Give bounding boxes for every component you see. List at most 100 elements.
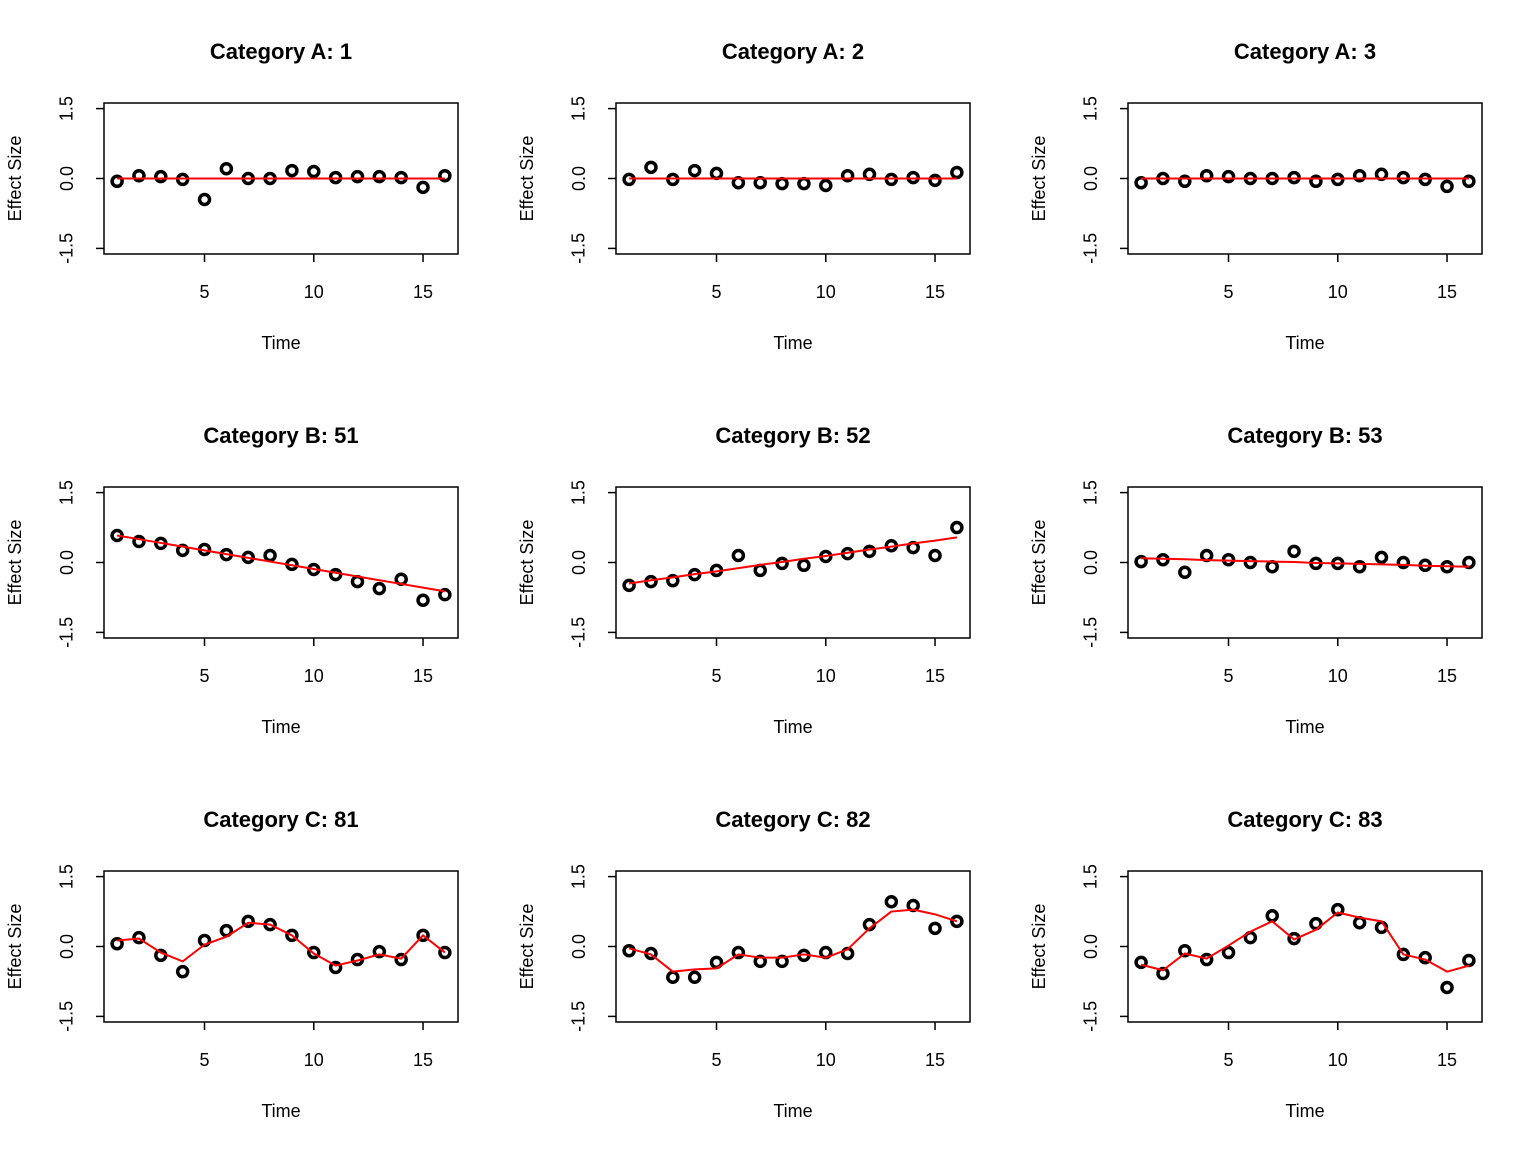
data-point	[416, 180, 430, 195]
y-axis-label: Effect Size	[517, 904, 537, 990]
x-tick-label: 15	[413, 282, 433, 302]
data-point	[350, 169, 365, 184]
x-tick-label: 15	[413, 666, 433, 686]
x-tick-label: 5	[200, 282, 210, 302]
data-point	[687, 163, 702, 178]
x-axis-label: Time	[1285, 717, 1324, 737]
x-axis-label: Time	[261, 333, 300, 353]
plot-frame	[615, 870, 971, 1023]
x-tick-label: 10	[304, 282, 324, 302]
plot-frame	[1127, 486, 1483, 639]
y-tick-label: -1.5	[1081, 1001, 1101, 1032]
y-tick-label: 1.5	[569, 480, 589, 505]
y-tick-label: 1.5	[569, 864, 589, 889]
data-point	[819, 178, 833, 193]
y-tick-label: 0.0	[569, 934, 589, 959]
data-point	[731, 548, 746, 563]
x-tick-label: 5	[712, 282, 722, 302]
x-axis-label: Time	[1285, 1101, 1324, 1121]
panel: Category C: 82 Time Effect Size 5 10 15 -1.5 0.…	[517, 807, 971, 1121]
fit-line	[628, 536, 958, 585]
y-tick-label: 0.0	[57, 550, 77, 575]
data-point	[307, 164, 321, 179]
panel-title: Category A: 1	[210, 39, 352, 64]
plot-frame	[1127, 870, 1483, 1023]
data-point	[132, 930, 146, 945]
y-tick-label: 1.5	[1081, 96, 1101, 121]
fit-line	[1141, 557, 1469, 568]
data-point	[307, 945, 321, 960]
panel: Category B: 53 Time Effect Size 5 10 15 -1.5 0.…	[1029, 423, 1483, 737]
data-point	[110, 936, 124, 951]
data-point	[263, 548, 277, 563]
x-tick-label: 10	[816, 1050, 836, 1070]
y-tick-label: -1.5	[1081, 617, 1101, 648]
panel-title: Category B: 53	[1227, 423, 1382, 448]
data-point	[644, 160, 658, 175]
y-tick-label: 1.5	[1081, 864, 1101, 889]
panel-title: Category B: 51	[203, 423, 358, 448]
x-tick-label: 5	[1224, 1050, 1234, 1070]
fit-line	[117, 921, 446, 967]
x-axis-label: Time	[773, 333, 812, 353]
y-tick-label: 0.0	[1081, 550, 1101, 575]
y-tick-label: -1.5	[57, 1001, 77, 1032]
panel: Category B: 52 Time Effect Size 5 10 15 -1.5 0.…	[517, 423, 971, 737]
fit-line	[116, 534, 446, 593]
data-point	[110, 174, 124, 189]
data-point	[1440, 980, 1454, 995]
data-point	[1396, 947, 1411, 962]
data-point	[1134, 955, 1148, 970]
data-point	[372, 944, 387, 959]
data-point	[416, 928, 430, 943]
x-tick-label: 15	[925, 666, 945, 686]
y-tick-label: 0.0	[57, 934, 77, 959]
y-tick-label: -1.5	[569, 617, 589, 648]
plot-frame	[103, 102, 459, 255]
data-point	[1287, 544, 1301, 559]
data-point	[1199, 952, 1214, 967]
data-point	[666, 970, 680, 985]
x-tick-label: 10	[1328, 666, 1348, 686]
data-point	[285, 928, 299, 943]
data-point	[1287, 931, 1301, 946]
data-point	[350, 574, 365, 589]
x-tick-label: 15	[1437, 282, 1457, 302]
data-point	[622, 578, 636, 593]
y-axis-label: Effect Size	[5, 520, 25, 606]
data-point	[1440, 179, 1454, 194]
data-point	[132, 168, 146, 183]
data-point	[394, 952, 408, 967]
y-tick-label: 0.0	[569, 166, 589, 191]
plot-frame	[103, 870, 459, 1023]
x-tick-label: 10	[816, 282, 836, 302]
data-point	[731, 945, 746, 960]
data-point	[1265, 559, 1279, 574]
x-axis-label: Time	[261, 1101, 300, 1121]
y-tick-label: 1.5	[1081, 480, 1101, 505]
panel: Category A: 3 Time Effect Size 5 10 15 -1.5 0.0…	[1029, 39, 1483, 353]
y-tick-label: 0.0	[1081, 934, 1101, 959]
panel-title: Category B: 52	[715, 423, 870, 448]
data-point	[219, 161, 234, 176]
x-tick-label: 5	[712, 666, 722, 686]
data-point	[1374, 550, 1389, 565]
y-tick-label: 0.0	[569, 550, 589, 575]
x-axis-label: Time	[773, 1101, 812, 1121]
y-tick-label: 1.5	[569, 96, 589, 121]
x-axis-label: Time	[1285, 333, 1324, 353]
panel: Category A: 1 Time Effect Size 5 10 15 -1.5 0.0…	[5, 39, 459, 353]
data-point	[1221, 169, 1236, 184]
y-axis-label: Effect Size	[1029, 136, 1049, 222]
panel: Category A: 2 Time Effect Size 5 10 15 -1.5 0.0…	[517, 39, 971, 353]
panel: Category C: 83 Time Effect Size 5 10 15 -1.5 0.…	[1029, 807, 1483, 1121]
x-axis-label: Time	[773, 717, 812, 737]
plot-frame	[615, 102, 971, 255]
data-point	[1156, 966, 1170, 981]
data-point	[928, 921, 942, 936]
data-point	[775, 954, 789, 969]
data-point	[884, 895, 899, 909]
y-tick-label: 1.5	[57, 96, 77, 121]
data-point	[950, 165, 964, 180]
data-point	[622, 943, 636, 958]
